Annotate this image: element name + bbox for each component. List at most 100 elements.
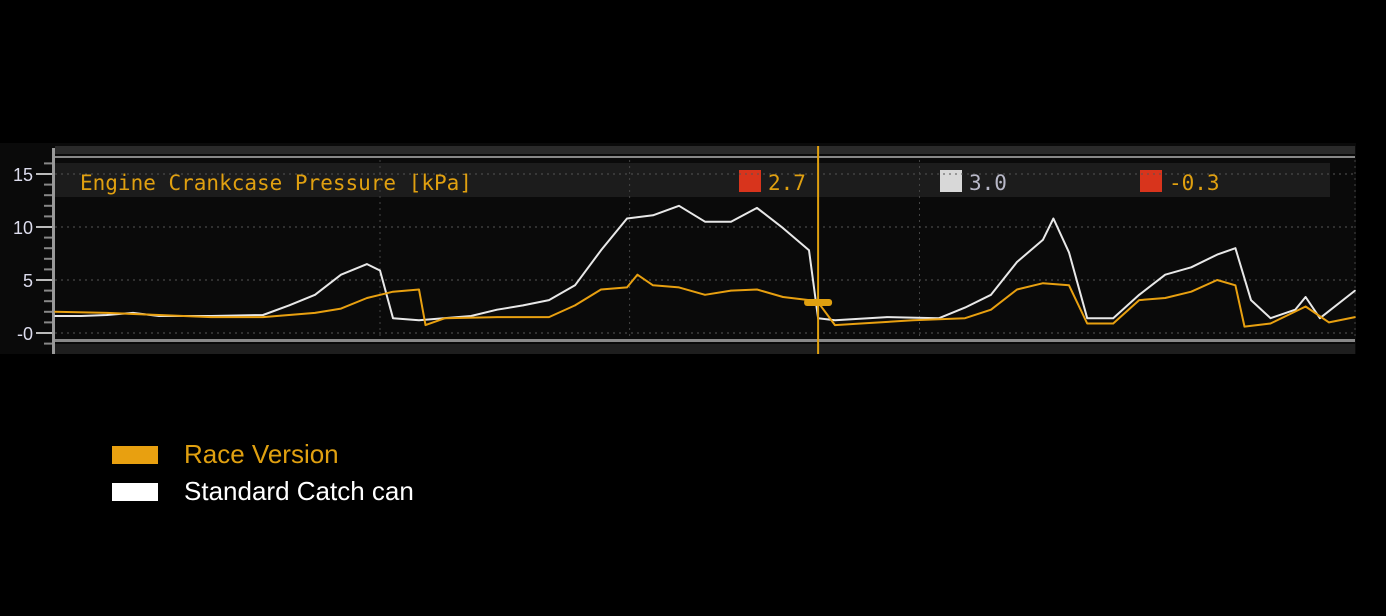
data-point <box>496 316 498 318</box>
data-point <box>314 312 316 314</box>
data-point <box>366 297 368 299</box>
data-point <box>574 304 576 307</box>
data-point <box>262 316 264 318</box>
data-point <box>636 273 639 276</box>
data-point <box>1164 297 1166 299</box>
data-point <box>1216 279 1218 281</box>
data-point <box>1234 247 1237 249</box>
red-crosshatch-icon <box>739 170 761 192</box>
data-point <box>782 296 784 298</box>
series-group <box>54 204 1356 328</box>
data-point <box>54 311 56 313</box>
data-point <box>1016 261 1018 263</box>
data-point <box>1190 266 1192 269</box>
data-point <box>340 273 342 276</box>
data-point <box>678 286 680 289</box>
y-tick-label: 15 <box>13 165 33 185</box>
red-triangle-icon <box>1140 170 1162 192</box>
legend-swatch-standard-catch-can <box>112 482 158 501</box>
grid <box>55 160 1356 337</box>
data-point <box>964 317 966 319</box>
data-point <box>730 220 732 223</box>
readout-value: 3.0 <box>969 171 1007 195</box>
data-point <box>548 316 550 318</box>
data-point <box>158 314 160 316</box>
readout-value: 2.7 <box>768 171 806 195</box>
data-point <box>288 304 290 307</box>
data-point <box>834 324 836 326</box>
data-point <box>808 249 810 252</box>
data-point <box>1068 284 1070 287</box>
y-tick-label: -0 <box>17 324 33 344</box>
data-point <box>860 322 862 325</box>
data-point <box>1216 253 1218 256</box>
data-point <box>1304 305 1307 308</box>
data-point <box>379 269 381 272</box>
data-point <box>496 308 498 311</box>
data-point <box>392 290 394 293</box>
data-point <box>912 319 914 322</box>
data-point <box>522 304 524 307</box>
data-point <box>1250 299 1252 301</box>
data-point <box>1354 316 1356 318</box>
legend-label-race-version: Race Version <box>184 439 339 469</box>
data-point <box>262 314 264 316</box>
data-point <box>444 317 446 319</box>
readouts: 2.7 3.0 -0.3 <box>739 170 1220 195</box>
data-point <box>548 299 550 301</box>
data-point <box>886 316 888 318</box>
bottom-divider <box>55 339 1355 342</box>
data-point <box>1086 317 1088 319</box>
data-point <box>1328 321 1330 324</box>
data-point <box>1269 322 1272 325</box>
data-point <box>1354 289 1356 292</box>
data-point <box>756 207 758 209</box>
data-point <box>626 217 628 220</box>
data-point <box>1234 284 1237 287</box>
data-point <box>418 288 420 291</box>
data-point <box>1042 282 1044 284</box>
data-point <box>1138 299 1140 301</box>
data-point <box>424 324 427 326</box>
data-point <box>626 286 628 289</box>
data-point <box>106 312 108 314</box>
y-tick-label: 5 <box>23 271 33 291</box>
y-axis: 15 10 5 -0 <box>13 162 52 345</box>
data-point <box>1294 308 1296 311</box>
data-point <box>210 316 212 318</box>
data-point <box>418 319 420 322</box>
data-point <box>964 306 966 309</box>
data-point <box>1243 325 1246 328</box>
data-point <box>600 249 602 252</box>
data-point <box>782 227 784 229</box>
data-point <box>1304 296 1307 298</box>
readout-value: -0.3 <box>1169 171 1220 195</box>
data-point <box>574 284 576 287</box>
data-point <box>990 308 992 311</box>
data-point <box>678 205 680 207</box>
data-point <box>54 315 56 317</box>
data-point <box>990 294 992 296</box>
data-point <box>314 294 316 296</box>
data-point <box>1190 290 1192 293</box>
header-bar <box>55 163 1330 197</box>
data-point <box>652 214 654 217</box>
data-point <box>704 220 706 223</box>
legend-item-standard-catch-can: Standard Catch can <box>112 476 414 507</box>
bottom-overview-strip <box>55 344 1355 354</box>
data-point <box>1052 217 1055 220</box>
data-point <box>704 294 706 296</box>
data-point <box>80 315 82 317</box>
legend-swatch-race-version <box>112 445 158 464</box>
series-line-race-version <box>54 273 1356 328</box>
top-divider <box>55 156 1355 158</box>
y-axis-line <box>52 148 55 354</box>
top-overview-strip <box>55 146 1355 154</box>
data-point <box>1112 317 1114 319</box>
legend-item-race-version: Race Version <box>112 439 339 470</box>
data-point <box>1112 322 1114 325</box>
data-point <box>470 315 472 317</box>
legend-label-standard-catch-can: Standard Catch can <box>184 476 414 506</box>
data-point <box>600 288 602 291</box>
